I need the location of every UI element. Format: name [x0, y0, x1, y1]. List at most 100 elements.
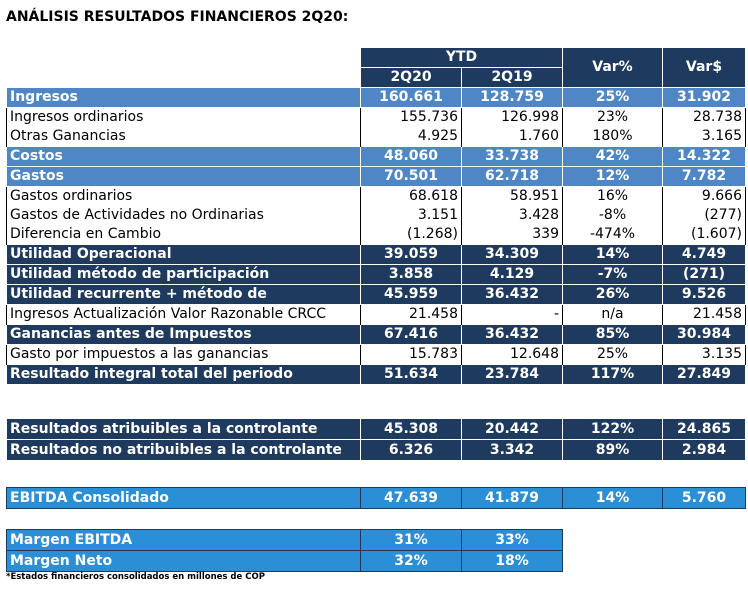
table-row: Resultados no atribuibles a la controlan…	[6, 439, 746, 461]
row-label: Resultados no atribuibles a la controlan…	[6, 439, 361, 461]
table-row: Utilidad recurrente + método de 45.959 36.…	[6, 284, 746, 305]
ebitda-2q19: 41.879	[461, 487, 563, 509]
header-varpct: Var%	[562, 47, 663, 88]
value-varpct: -7%	[562, 264, 663, 285]
value-2q19: 62.718	[461, 166, 563, 187]
row-label: Gastos ordinarios	[6, 186, 361, 206]
value-varpct: -474%	[562, 225, 663, 245]
value-vardol: 7.782	[662, 166, 746, 187]
table-row: Gastos ordinarios 68.618 58.951 16% 9.666	[6, 186, 746, 206]
attrib-table: Resultados atribuibles a la controlante 4…	[6, 418, 746, 461]
value-2q19: 339	[461, 225, 563, 245]
value-2q19: -	[461, 304, 563, 325]
value-varpct: 26%	[562, 284, 663, 305]
value-2q20: 155.736	[360, 107, 462, 127]
value-vardol: 3.165	[662, 127, 746, 147]
table-row: Ingresos ordinarios 155.736 126.998 23% 28.7…	[6, 107, 746, 127]
header-ytd: YTD	[360, 47, 563, 68]
row-label: Ingresos	[6, 87, 361, 108]
value-2q20: 51.634	[360, 364, 462, 385]
table-row: Resultado integral total del periodo 51.6…	[6, 364, 746, 385]
value-2q19: 12.648	[461, 344, 563, 365]
row-label: Resultados atribuibles a la controlante	[6, 418, 361, 440]
value-varpct: 12%	[562, 166, 663, 187]
ebitda-label: EBITDA Consolidado	[6, 487, 361, 509]
value-varpct: 16%	[562, 186, 663, 206]
value-varpct: 117%	[562, 364, 663, 385]
value-varpct: 42%	[562, 146, 663, 167]
value-2q20: 39.059	[360, 244, 462, 265]
value-varpct: n/a	[562, 304, 663, 325]
header-2q20: 2Q20	[360, 67, 462, 88]
value-varpct: 180%	[562, 127, 663, 147]
page-title: ANÁLISIS RESULTADOS FINANCIEROS 2Q20:	[6, 9, 349, 25]
value-2q20: 45.308	[360, 418, 462, 440]
value-varpct: -8%	[562, 206, 663, 225]
value-vardol: 27.849	[662, 364, 746, 385]
row-label: Margen EBITDA	[6, 529, 361, 551]
header-vardol: Var$	[662, 47, 746, 88]
row-label: Margen Neto	[6, 550, 361, 572]
value-varpct: 85%	[562, 324, 663, 345]
table-row: Gasto por impuestos a las ganancias 15.78…	[6, 344, 746, 365]
footnote: *Estados financieros consolidados en mil…	[6, 572, 265, 582]
value-2q19: 20.442	[461, 418, 563, 440]
table-row: Otras Ganancias 4.925 1.760 180% 3.165	[6, 127, 746, 147]
value-2q19: 3.428	[461, 206, 563, 225]
value-vardol: 31.902	[662, 87, 746, 108]
value-2q20: 45.959	[360, 284, 462, 305]
value-varpct: 25%	[562, 87, 663, 108]
header-blank	[6, 47, 361, 68]
value-vardol: 21.458	[662, 304, 746, 325]
value-2q19: 33%	[461, 529, 563, 551]
value-2q19: 33.738	[461, 146, 563, 167]
value-2q19: 4.129	[461, 264, 563, 285]
table-row: Gastos 70.501 62.718 12% 7.782	[6, 166, 746, 187]
value-vardol: 9.526	[662, 284, 746, 305]
row-label: Utilidad método de participación	[6, 264, 361, 285]
value-varpct: 25%	[562, 344, 663, 365]
row-label: Utilidad recurrente + método de	[6, 284, 361, 305]
value-2q20: 3.151	[360, 206, 462, 225]
row-label: Ganancias antes de Impuestos	[6, 324, 361, 345]
value-2q19: 36.432	[461, 324, 563, 345]
row-label: Gastos de Actividades no Ordinarias	[6, 206, 361, 225]
value-vardol: 14.322	[662, 146, 746, 167]
ebitda-vardol: 5.760	[662, 487, 746, 509]
ebitda-2q20: 47.639	[360, 487, 462, 509]
attrib-body: Resultados atribuibles a la controlante 4…	[6, 418, 746, 461]
main-body: Ingresos 160.661 128.759 25% 31.902 Ingresos …	[6, 87, 746, 385]
value-varpct: 122%	[562, 418, 663, 440]
value-2q19: 34.309	[461, 244, 563, 265]
row-label: Otras Ganancias	[6, 127, 361, 147]
value-vardol: (271)	[662, 264, 746, 285]
value-2q20: 3.858	[360, 264, 462, 285]
value-2q20: 31%	[360, 529, 462, 551]
header-blank	[6, 67, 361, 88]
value-2q19: 128.759	[461, 87, 563, 108]
results-table: YTD Var% Var$ 2Q20 2Q19 Ingresos 160.661 1…	[6, 47, 746, 385]
margins-body: Margen EBITDA 31% 33% Margen Neto 32% 18%	[6, 529, 746, 572]
value-vardol: 24.865	[662, 418, 746, 440]
value-vardol: (277)	[662, 206, 746, 225]
value-2q20: 6.326	[360, 439, 462, 461]
row-label: Ingresos Actualización Valor Razonable C…	[6, 304, 361, 325]
value-2q19: 58.951	[461, 186, 563, 206]
value-2q19: 126.998	[461, 107, 563, 127]
value-vardol: 4.749	[662, 244, 746, 265]
empty-cell	[562, 550, 663, 572]
table-row: Costos 48.060 33.738 42% 14.322	[6, 146, 746, 167]
row-label: Costos	[6, 146, 361, 167]
value-2q19: 23.784	[461, 364, 563, 385]
ebitda-row: EBITDA Consolidado 47.639 41.879 14% 5.7…	[6, 487, 746, 509]
value-2q20: 48.060	[360, 146, 462, 167]
table-row: Resultados atribuibles a la controlante 4…	[6, 418, 746, 440]
margins-table: Margen EBITDA 31% 33% Margen Neto 32% 18%	[6, 529, 746, 572]
value-2q19: 3.342	[461, 439, 563, 461]
value-vardol: 2.984	[662, 439, 746, 461]
table-row: Margen EBITDA 31% 33%	[6, 529, 746, 551]
header-row-bottom: 2Q20 2Q19	[6, 67, 746, 88]
row-label: Ingresos ordinarios	[6, 107, 361, 127]
row-label: Gasto por impuestos a las ganancias	[6, 344, 361, 365]
row-label: Resultado integral total del periodo	[6, 364, 361, 385]
